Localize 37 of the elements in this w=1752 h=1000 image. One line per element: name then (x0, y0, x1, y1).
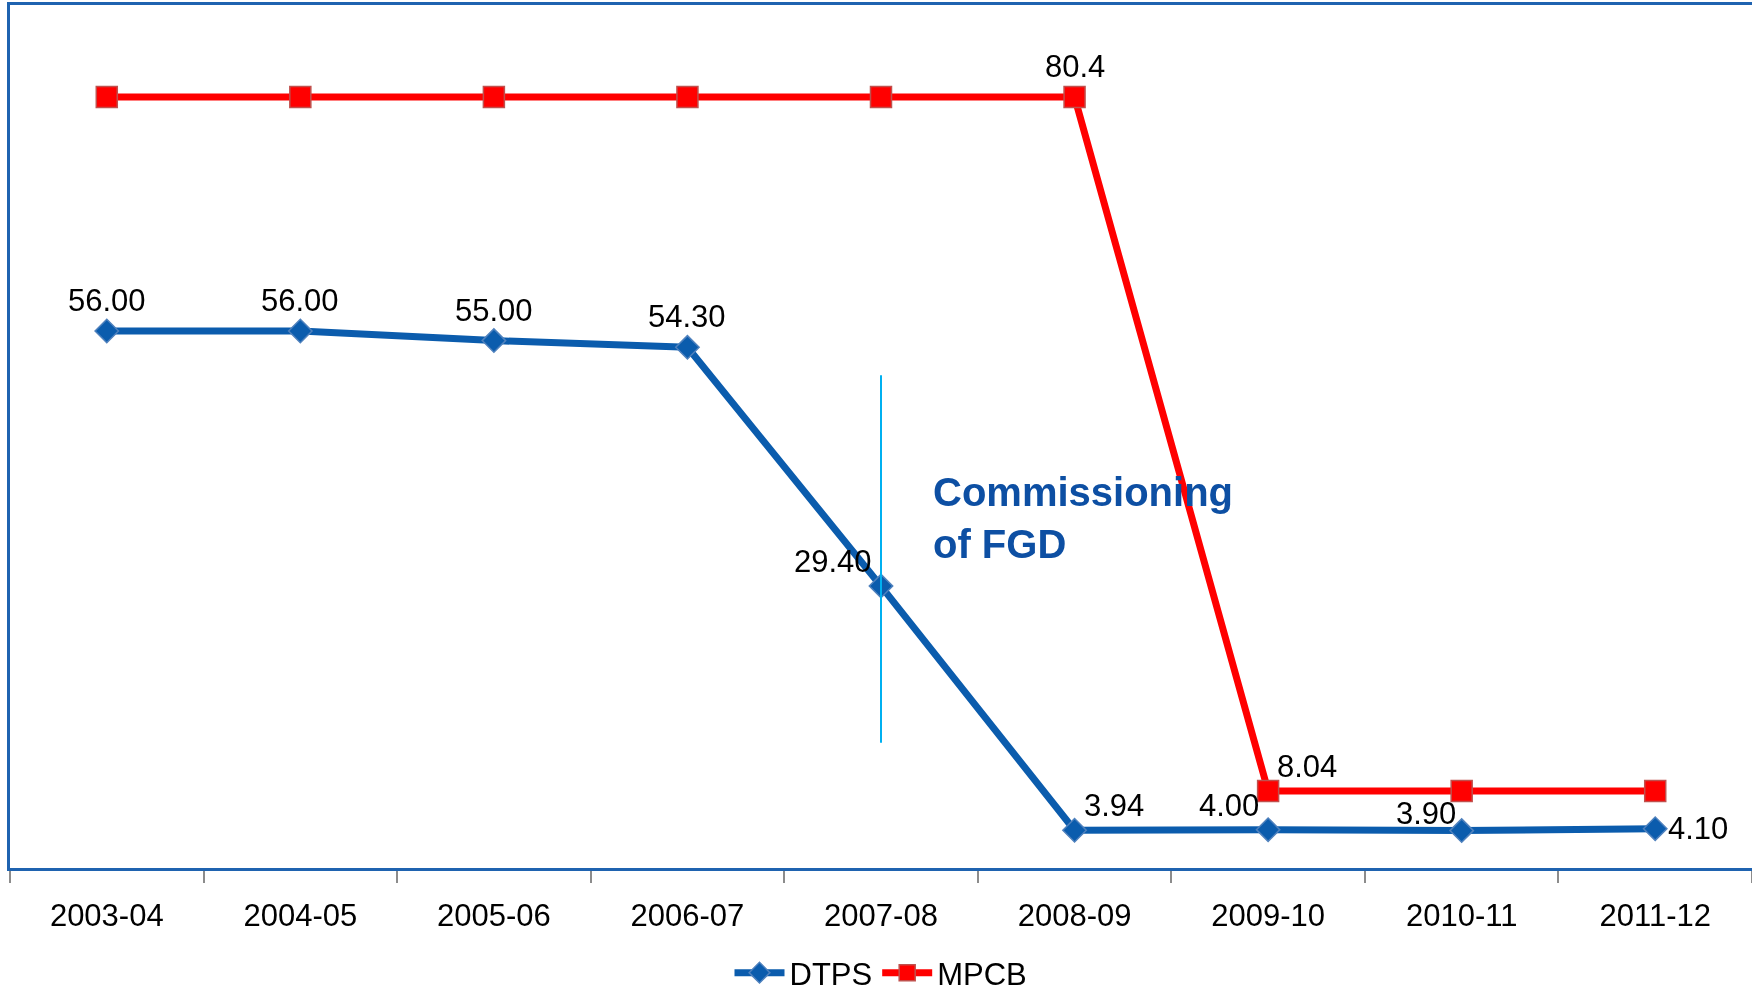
point (287, 318, 313, 344)
x-tick-label: 2011-12 (1599, 898, 1711, 934)
x-tick-label: 2006-07 (630, 898, 745, 934)
x-tick-label: 2005-06 (437, 898, 551, 934)
point (94, 318, 120, 344)
point (674, 334, 700, 360)
data-label: 56.00 (68, 283, 146, 318)
data-label: 3.94 (1084, 788, 1145, 823)
x-tick-label: 2009-10 (1211, 898, 1325, 934)
legend-label: MPCB (937, 956, 1027, 992)
point (676, 85, 699, 109)
point (95, 85, 119, 109)
data-label: 54.30 (648, 299, 726, 334)
point (482, 85, 506, 109)
point (869, 85, 893, 109)
x-tick-label: 2003-04 (49, 898, 164, 934)
point (481, 328, 507, 354)
point (289, 85, 312, 109)
x-tick-label: 2007-08 (824, 898, 938, 934)
data-label: 55.00 (455, 293, 533, 328)
point (1062, 817, 1088, 843)
point (1450, 779, 1473, 803)
data-label: 4.10 (1668, 811, 1729, 846)
x-tick-label: 2008-09 (1017, 898, 1132, 934)
x-tick-label: 2010-11 (1405, 898, 1518, 934)
legend-label: DTPS (789, 956, 873, 992)
point (1643, 779, 1667, 803)
point (1256, 779, 1280, 803)
data-label: 80.4 (1045, 49, 1106, 84)
x-tick-label: 2004-05 (243, 898, 358, 934)
data-label: 8.04 (1277, 749, 1338, 784)
point (1642, 816, 1668, 842)
data-label: 56.00 (261, 283, 339, 318)
point (1063, 85, 1086, 109)
data-label: 4.00 (1199, 788, 1260, 823)
data-label: 3.90 (1396, 796, 1457, 831)
point (1255, 817, 1281, 843)
